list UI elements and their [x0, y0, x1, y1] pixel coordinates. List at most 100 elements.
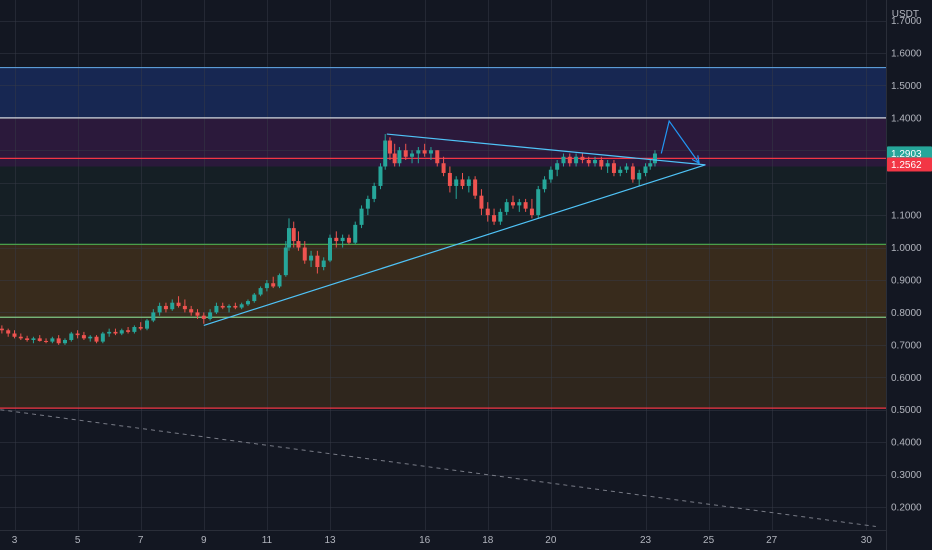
candle	[523, 198, 528, 212]
candle-body	[580, 156, 585, 160]
x-tick-label: 5	[75, 535, 81, 546]
y-axis-ticks: 0.2000 0.3000 0.4000 0.5000 0.6000 0.7000 0.80…	[891, 16, 922, 513]
candle	[485, 202, 490, 222]
candle	[208, 309, 213, 321]
candle	[6, 328, 11, 337]
candle-body	[151, 312, 156, 321]
candle	[593, 156, 598, 167]
candle	[561, 153, 566, 167]
candle-body	[441, 163, 446, 173]
candle	[145, 318, 150, 331]
candle	[56, 335, 61, 345]
candle	[353, 221, 358, 245]
candle-body	[574, 156, 579, 164]
candle	[428, 147, 433, 160]
candle	[328, 234, 332, 263]
candle	[302, 241, 307, 264]
y-tick-label: 0.8000	[891, 308, 922, 319]
candle-body	[517, 202, 522, 206]
dashed-trendline[interactable]	[0, 409, 876, 527]
candle-body	[277, 275, 282, 287]
candle	[479, 189, 484, 216]
trendline-0[interactable]	[203, 164, 706, 326]
candle	[113, 328, 118, 336]
trendline-1[interactable]	[386, 133, 706, 166]
candle-body	[189, 309, 194, 313]
candle	[132, 325, 137, 334]
trendlines-layer	[203, 133, 706, 326]
candle-body	[25, 338, 30, 340]
candle-body	[643, 166, 648, 173]
y-tick-label: 1.7000	[891, 16, 922, 27]
candle	[529, 198, 534, 219]
x-tick-label: 20	[545, 535, 557, 546]
candle-body	[428, 150, 433, 154]
candle	[605, 159, 610, 173]
candle	[492, 208, 497, 225]
candle	[189, 305, 194, 316]
candle	[233, 302, 238, 310]
projection-path[interactable]	[660, 119, 700, 164]
candle	[618, 166, 623, 177]
candle	[473, 176, 478, 199]
candle	[510, 195, 515, 209]
level-price-value: 1.2562	[891, 160, 922, 171]
candle-body	[0, 328, 4, 331]
x-tick-label: 25	[703, 535, 715, 546]
candle	[624, 163, 629, 173]
candle	[258, 286, 263, 297]
candle-body	[220, 305, 225, 308]
candle	[611, 159, 616, 177]
y-axis-panel[interactable]	[886, 0, 932, 550]
candle	[309, 250, 314, 268]
last-price-value: 1.2903	[891, 149, 922, 160]
candle	[0, 325, 4, 334]
y-tick-label: 0.4000	[891, 438, 922, 449]
x-tick-label: 23	[640, 535, 652, 546]
candle	[383, 134, 388, 170]
candle-body	[195, 312, 200, 316]
candle-body	[555, 163, 560, 170]
candle	[574, 153, 579, 167]
candle-body	[321, 260, 326, 268]
candle-body	[88, 336, 93, 339]
candle-body	[163, 305, 168, 310]
candle	[648, 159, 653, 170]
candle	[277, 273, 282, 289]
candle	[239, 302, 244, 310]
x-tick-label: 11	[262, 535, 273, 546]
candle-body	[648, 163, 653, 167]
candle	[44, 338, 49, 344]
candle-body	[630, 166, 635, 180]
candle-body	[271, 283, 276, 287]
candle-body	[182, 305, 187, 310]
x-tick-label: 3	[12, 535, 18, 546]
candle-body	[447, 172, 452, 186]
candle	[25, 335, 30, 342]
candle-body	[6, 330, 11, 334]
candle-body	[233, 305, 238, 308]
candle	[548, 166, 553, 183]
x-axis-ticks: 3 5 7 9 11 13 16 18 20 23 25 27 30	[12, 535, 873, 546]
candle-body	[536, 189, 541, 216]
candle	[599, 156, 604, 170]
candle	[138, 322, 143, 331]
candle	[346, 234, 351, 245]
y-tick-label: 1.5000	[891, 81, 922, 92]
x-axis-panel[interactable]	[0, 530, 886, 550]
candle-body	[611, 163, 616, 173]
levels-layer	[0, 66, 886, 409]
candle	[441, 156, 446, 177]
candle-body	[31, 338, 36, 340]
candle-body	[69, 333, 74, 340]
candle	[416, 147, 421, 164]
candle-body	[479, 195, 484, 209]
candle-body	[283, 247, 288, 276]
candle-body	[208, 312, 213, 319]
candle	[271, 276, 276, 289]
candle	[220, 302, 225, 310]
candle-body	[176, 302, 181, 306]
candle-body	[315, 255, 320, 268]
